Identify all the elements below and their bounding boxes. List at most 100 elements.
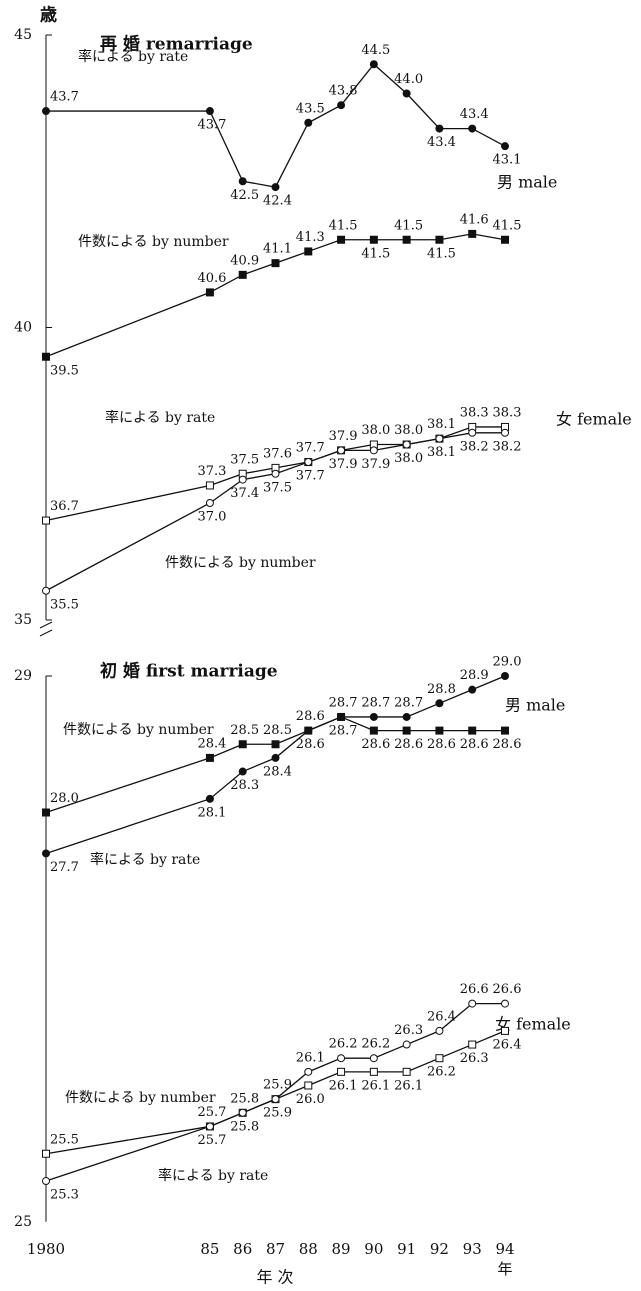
- marker: [501, 428, 509, 437]
- marker: [501, 142, 509, 151]
- marker: [501, 726, 509, 735]
- annotation: 女 female: [556, 410, 632, 429]
- marker: [468, 999, 477, 1008]
- value-label: 28.6: [361, 737, 390, 752]
- marker: [304, 726, 313, 735]
- value-label: 38.2: [460, 439, 489, 454]
- value-label: 26.1: [361, 1078, 390, 1093]
- value-label: 26.1: [296, 1050, 325, 1065]
- value-label: 25.8: [230, 1091, 259, 1106]
- marker: [42, 586, 50, 595]
- marker: [435, 1054, 444, 1063]
- series-name: 件数による by number: [165, 555, 316, 571]
- value-label: 35.5: [50, 597, 79, 612]
- value-label: 41.5: [394, 218, 423, 233]
- value-label: 26.4: [493, 1037, 522, 1052]
- value-label: 38.0: [394, 423, 423, 438]
- value-label: 39.5: [50, 363, 79, 378]
- value-label: 38.1: [427, 445, 456, 460]
- marker: [205, 753, 214, 762]
- value-label: 29.0: [493, 655, 522, 670]
- marker: [42, 107, 50, 116]
- value-label: 41.3: [296, 230, 325, 245]
- value-label: 37.5: [230, 452, 259, 467]
- marker: [468, 229, 477, 238]
- value-label: 43.5: [296, 101, 325, 116]
- value-label: 38.3: [460, 405, 489, 420]
- marker: [402, 1067, 411, 1076]
- marker: [238, 475, 247, 484]
- marker: [468, 726, 477, 735]
- value-label: 28.6: [427, 737, 456, 752]
- marker: [304, 458, 313, 467]
- marker: [42, 352, 50, 361]
- value-label: 28.9: [460, 668, 489, 683]
- series-name: 率による by rate: [158, 1167, 268, 1184]
- marker: [205, 288, 214, 297]
- value-label: 28.6: [394, 737, 423, 752]
- marker: [271, 1095, 280, 1104]
- x-tick-label: 89: [332, 1240, 351, 1258]
- value-label: 41.1: [263, 242, 292, 257]
- value-label: 25.8: [230, 1119, 259, 1134]
- series-name: 件数による by number: [65, 1090, 216, 1106]
- value-label: 25.5: [50, 1132, 79, 1147]
- value-label: 37.7: [296, 469, 325, 484]
- series-name: 率による by rate: [90, 851, 200, 868]
- marker: [369, 446, 378, 455]
- marker: [271, 183, 280, 192]
- value-label: 28.0: [50, 791, 79, 806]
- value-label: 26.6: [460, 982, 489, 997]
- annotation: 女 female: [495, 1015, 571, 1034]
- marker: [271, 469, 280, 478]
- value-label: 38.2: [493, 439, 522, 454]
- marker: [402, 89, 411, 98]
- value-label: 43.4: [460, 107, 489, 122]
- annotation: 男 male: [497, 173, 557, 192]
- marker: [468, 1040, 477, 1049]
- marker: [435, 699, 444, 708]
- value-label: 38.0: [361, 423, 390, 438]
- marker: [435, 434, 444, 443]
- panel-title: 再 婚 remarriage: [100, 34, 253, 55]
- value-label: 43.7: [50, 90, 79, 105]
- value-label: 41.5: [361, 246, 390, 261]
- marker: [369, 712, 378, 721]
- value-label: 37.0: [197, 510, 226, 525]
- marker: [205, 481, 214, 490]
- marker: [337, 1067, 346, 1076]
- value-label: 28.5: [230, 723, 259, 738]
- x-tick-label: 1980: [27, 1240, 65, 1258]
- value-label: 28.5: [263, 723, 292, 738]
- marker: [402, 712, 411, 721]
- marker: [501, 235, 509, 244]
- y-tick-label: 35: [14, 612, 32, 628]
- value-label: 37.3: [197, 464, 226, 479]
- value-label: 28.6: [296, 709, 325, 724]
- value-label: 43.1: [493, 153, 522, 168]
- value-label: 26.3: [394, 1023, 423, 1038]
- marker: [238, 1108, 247, 1117]
- value-label: 27.7: [50, 860, 79, 875]
- series-line: [46, 63, 506, 188]
- marker: [369, 726, 378, 735]
- value-label: 37.4: [230, 486, 259, 501]
- y-tick-label: 25: [14, 1214, 32, 1230]
- y-axis-label: 歳: [40, 5, 57, 26]
- value-label: 44.5: [361, 43, 390, 58]
- marker: [271, 740, 280, 749]
- marker: [337, 235, 346, 244]
- value-label: 26.3: [460, 1051, 489, 1066]
- x-axis-label: 年 次: [256, 1268, 293, 1287]
- value-label: 36.7: [50, 499, 79, 514]
- marker: [304, 1067, 313, 1076]
- marker: [238, 177, 247, 186]
- marker: [205, 499, 214, 507]
- value-label: 37.9: [361, 457, 390, 472]
- value-label: 44.0: [394, 72, 423, 87]
- value-label: 37.9: [329, 457, 358, 472]
- value-label: 28.6: [493, 737, 522, 752]
- series-name: 件数による by number: [63, 722, 214, 738]
- value-label: 37.5: [263, 480, 292, 495]
- marker: [402, 1040, 411, 1049]
